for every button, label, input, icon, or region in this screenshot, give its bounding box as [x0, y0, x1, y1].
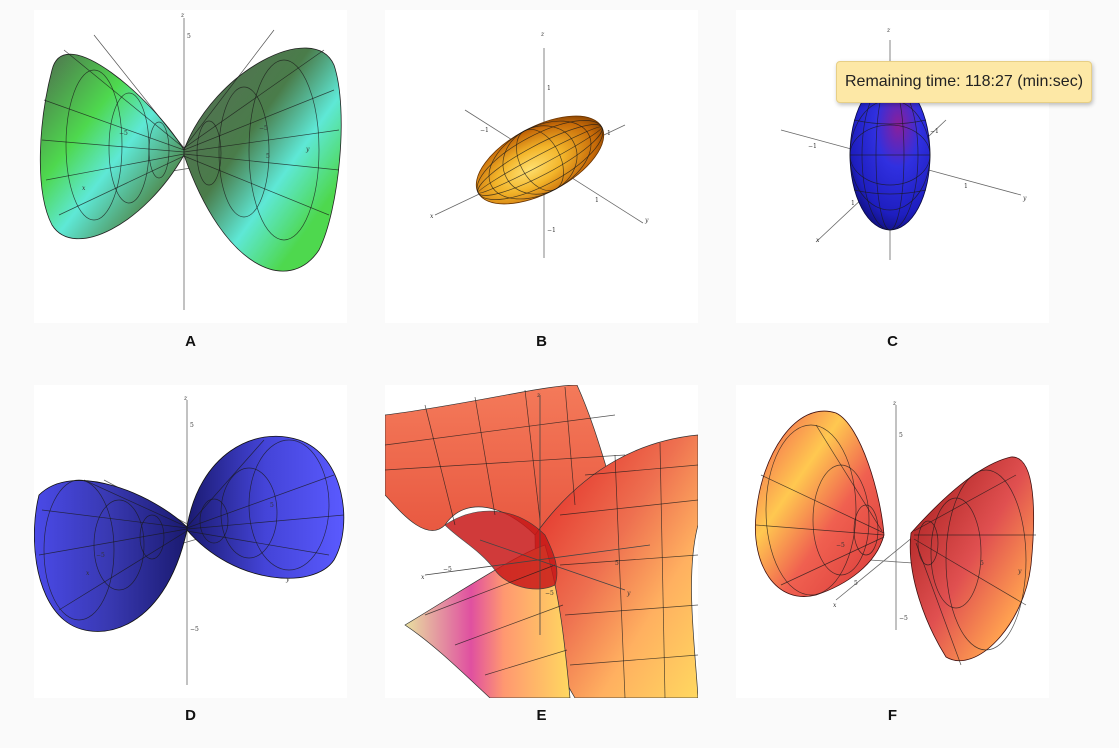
y-axis-label: y	[626, 590, 631, 597]
option-f-image[interactable]: z 5 −5 x y −5 5 5	[736, 385, 1049, 698]
tick-label: −1	[930, 128, 939, 135]
y-axis-label: y	[305, 146, 310, 153]
tick-label: −1	[547, 227, 556, 234]
x-axis-label: x	[430, 213, 434, 220]
y-axis-label: y	[285, 576, 290, 583]
z-axis-label: z	[536, 392, 541, 399]
z-axis-label: z	[180, 12, 185, 19]
tick-label: −5	[96, 552, 105, 559]
tick-label: 5	[187, 33, 191, 40]
option-e-label: E	[536, 707, 547, 724]
tick-label: 5	[899, 432, 903, 439]
option-f-label: F	[887, 707, 898, 724]
option-c-image[interactable]: z x y −1 1 −1 1	[736, 10, 1049, 323]
y-axis-label: y	[644, 217, 649, 224]
option-c-label: C	[887, 333, 898, 350]
tick-label: −5	[259, 125, 268, 132]
x-axis-label: x	[816, 237, 820, 244]
tick-label: 1	[607, 130, 611, 137]
z-axis-label: z	[886, 27, 891, 34]
tick-label: −5	[119, 130, 128, 137]
option-b-image[interactable]: z 1 −1 x y −1 1 1	[385, 10, 698, 323]
option-a-plot: z 5 x y −5 −5 5	[39, 12, 342, 310]
option-d-label: D	[185, 707, 196, 724]
x-axis-label: x	[421, 574, 425, 581]
tick-label: 1	[547, 85, 551, 92]
option-f-plot: z 5 −5 x y −5 5 5	[754, 400, 1036, 666]
option-d-plot: z 5 −5 x y −5 5	[34, 395, 345, 685]
tick-label: 1	[964, 183, 968, 190]
option-e-image[interactable]: z x y −5 −5 5	[385, 385, 698, 698]
z-axis-label: z	[183, 395, 188, 402]
option-b-plot: z 1 −1 x y −1 1 1	[430, 31, 649, 258]
option-a-image[interactable]: z 5 x y −5 −5 5	[34, 10, 347, 323]
tick-label: −5	[190, 626, 199, 633]
remaining-time-tooltip: Remaining time: 118:27 (min:sec)	[836, 61, 1093, 103]
y-axis-label: y	[1017, 568, 1022, 575]
x-axis-label: x	[833, 602, 837, 609]
tick-label: −5	[443, 566, 452, 573]
option-c-plot: z x y −1 1 −1 1	[780, 27, 1027, 260]
tick-label: 5	[854, 580, 858, 587]
tick-label: −1	[808, 143, 817, 150]
tick-label: −5	[545, 590, 554, 597]
tick-label: 5	[270, 502, 274, 509]
y-axis-label: y	[1022, 195, 1027, 202]
tick-label: 5	[980, 560, 984, 567]
x-axis-label: x	[82, 185, 86, 192]
option-a-label: A	[185, 333, 196, 350]
tick-label: 5	[615, 560, 619, 567]
x-axis-label: x	[86, 570, 90, 577]
tick-label: 5	[266, 153, 270, 160]
option-d-image[interactable]: z 5 −5 x y −5 5	[34, 385, 347, 698]
tick-label: −5	[836, 542, 845, 549]
tick-label: −5	[899, 615, 908, 622]
z-axis-label: z	[892, 400, 897, 407]
tick-label: 1	[851, 200, 855, 207]
tick-label: −1	[480, 127, 489, 134]
option-b-label: B	[536, 333, 547, 350]
tick-label: 1	[595, 197, 599, 204]
z-axis-label: z	[540, 31, 545, 38]
option-e-plot: z x y −5 −5 5	[385, 385, 698, 698]
tick-label: 5	[190, 422, 194, 429]
